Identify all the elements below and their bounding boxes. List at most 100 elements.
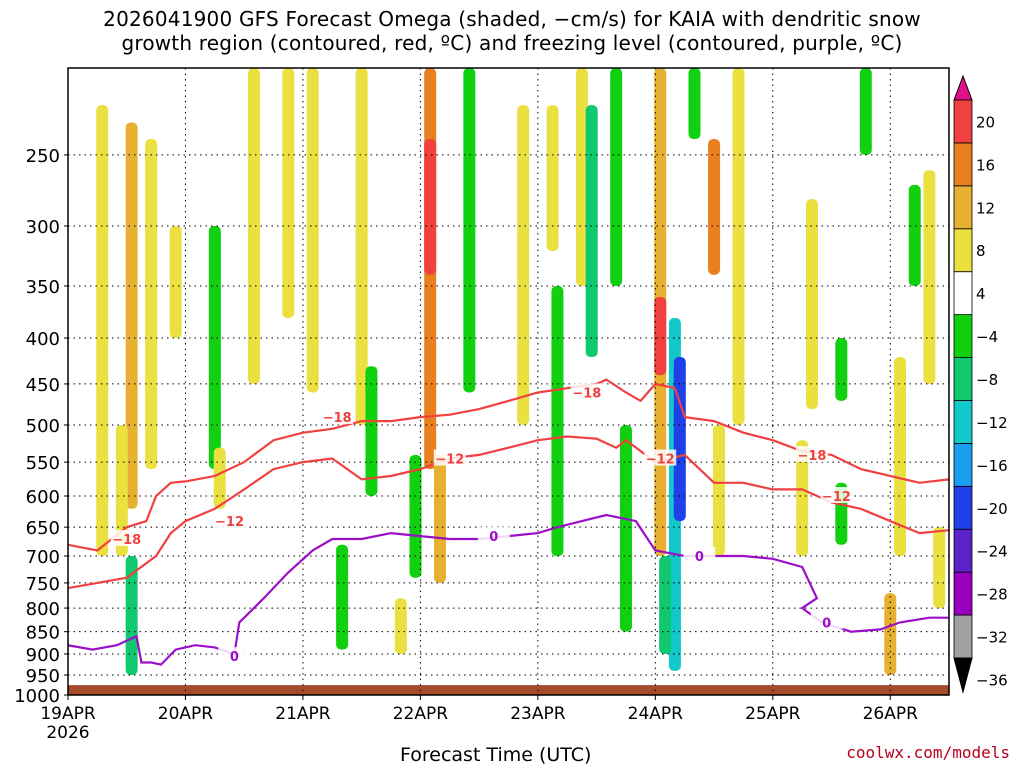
contour-label: −18 xyxy=(112,533,141,548)
y-tick-label: 850 xyxy=(26,623,60,644)
omega-region xyxy=(409,454,422,578)
omega-region xyxy=(247,68,260,384)
omega-region xyxy=(859,68,872,155)
x-tick-label: 24APR xyxy=(628,704,684,724)
contour-label-bg xyxy=(477,527,510,544)
omega-region xyxy=(169,225,182,339)
omega-region xyxy=(517,105,530,425)
contour-label-bg xyxy=(218,647,251,664)
contour-line-0 xyxy=(68,513,949,666)
contour-label-bg xyxy=(570,383,603,400)
y-tick-label: 650 xyxy=(26,518,60,539)
y-tick-label: 900 xyxy=(26,645,60,666)
x-tick-label: 21APR xyxy=(275,704,331,724)
colorbar-bin xyxy=(953,314,973,358)
contour-label: −12 xyxy=(215,515,244,530)
omega-region xyxy=(433,454,446,583)
omega-region xyxy=(306,68,319,393)
y-tick-label: 950 xyxy=(26,666,60,687)
colorbar-label: −28 xyxy=(976,586,1008,604)
colorbar: 20 16 12 8 4 −4 −8 −12 −16 −20 −24 −28 −32 −36 xyxy=(953,74,1008,694)
omega-region xyxy=(805,199,818,410)
omega-region xyxy=(575,68,588,287)
contour-label: −12 xyxy=(646,453,675,468)
contour-label-bg xyxy=(110,529,143,546)
contour-label: −12 xyxy=(435,453,464,468)
colorbar-label: −4 xyxy=(976,328,998,346)
contour-label-bg xyxy=(795,445,828,462)
x-year-label: 2026 xyxy=(46,723,89,743)
y-tick-label: 750 xyxy=(26,574,60,595)
y-tick-label: 700 xyxy=(26,547,60,568)
contour-label-bg xyxy=(213,512,246,529)
colorbar-label: 12 xyxy=(976,199,995,217)
x-tick-label: 26APR xyxy=(863,704,919,724)
omega-region xyxy=(884,593,897,676)
colorbar-bin xyxy=(953,142,973,187)
y-tick-label: 500 xyxy=(26,416,60,437)
y-tick-label: 550 xyxy=(26,453,60,474)
contour-line--18 xyxy=(68,378,949,552)
omega-region xyxy=(96,105,109,557)
omega-region xyxy=(208,225,221,470)
gridlines xyxy=(68,68,949,695)
colorbar-bin xyxy=(953,571,973,616)
y-tick-label: 300 xyxy=(26,217,60,238)
omega-region xyxy=(619,424,632,632)
omega-region xyxy=(708,139,721,275)
omega-region xyxy=(688,68,701,140)
omega-region xyxy=(424,139,437,275)
colorbar-bin xyxy=(953,99,973,144)
ground-fill xyxy=(68,685,949,695)
omega-region xyxy=(610,68,623,287)
omega-region xyxy=(213,447,226,509)
x-tick-label: 20APR xyxy=(158,704,214,724)
omega-region xyxy=(394,598,407,654)
omega-region xyxy=(923,170,936,384)
chart-title-line2: growth region (contoured, red, ºC) and f… xyxy=(121,31,903,55)
contour-line--12 xyxy=(68,435,949,590)
x-tick-label: 23APR xyxy=(510,704,566,724)
x-tick-label: 25APR xyxy=(745,704,801,724)
colorbar-label: −12 xyxy=(976,414,1008,432)
contour-label: −12 xyxy=(822,490,851,505)
chart-title-line1: 2026041900 GFS Forecast Omega (shaded, −… xyxy=(103,7,921,31)
omega-region xyxy=(732,68,745,425)
site-credit: coolwx.com/models xyxy=(846,743,1010,762)
omega-region xyxy=(712,424,725,557)
omega-region xyxy=(585,105,598,358)
y-tick-label: 250 xyxy=(26,146,60,167)
axes: 2503003504004505005506006507007508008509… xyxy=(14,146,918,743)
colorbar-bin xyxy=(953,185,973,230)
colorbar-label: −24 xyxy=(976,543,1008,561)
omega-region xyxy=(908,184,921,287)
colorbar-bin xyxy=(953,528,973,573)
omega-region xyxy=(125,122,138,509)
colorbar-label: −16 xyxy=(976,457,1008,475)
colorbar-label: 4 xyxy=(976,285,986,303)
omega-region xyxy=(365,366,378,496)
contour-label: −18 xyxy=(323,411,352,426)
y-tick-label: 350 xyxy=(26,277,60,298)
contour-label-bg xyxy=(321,408,354,425)
colorbar-label: 8 xyxy=(976,242,986,260)
omega-region xyxy=(463,68,476,393)
contour-label: −18 xyxy=(797,449,826,464)
contour-label-bg xyxy=(644,449,677,466)
contour-label: 0 xyxy=(822,616,831,631)
colorbar-label: −8 xyxy=(976,371,998,389)
y-tick-label: 600 xyxy=(26,487,60,508)
colorbar-bin xyxy=(953,271,973,316)
y-tick-label: 1000 xyxy=(14,686,60,707)
contour-label: 0 xyxy=(230,650,239,665)
omega-region xyxy=(125,556,138,676)
colorbar-label: 16 xyxy=(976,156,995,174)
contour-label-bg xyxy=(683,547,716,564)
omega-shading xyxy=(96,68,946,676)
plot-frame xyxy=(67,67,950,696)
omega-region xyxy=(546,105,559,252)
omega-region xyxy=(654,296,667,376)
omega-region xyxy=(659,556,672,654)
x-tick-label: 19APR xyxy=(40,704,96,724)
contour-label: 0 xyxy=(489,530,498,545)
